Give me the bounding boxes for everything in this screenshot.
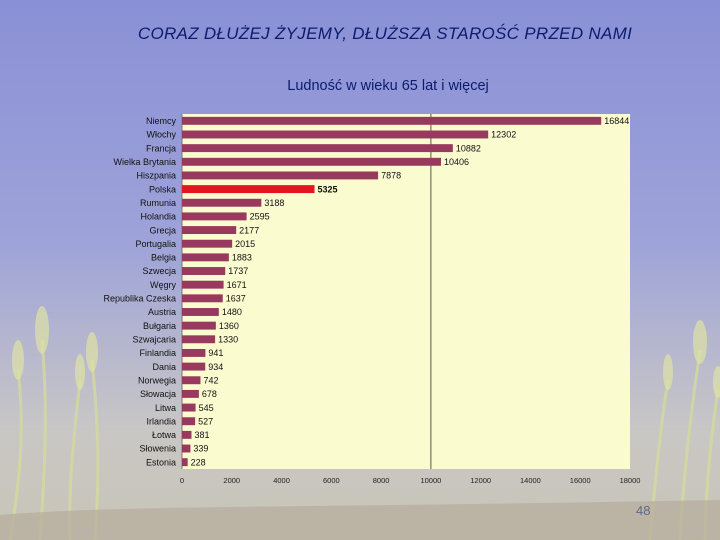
bar-3 — [182, 157, 441, 166]
value-label: 678 — [202, 389, 217, 399]
category-label: Rumunia — [140, 198, 176, 208]
value-label: 3188 — [264, 198, 284, 208]
bar-4 — [182, 171, 379, 180]
x-tick-label: 10000 — [420, 476, 441, 485]
bar-11 — [182, 267, 226, 275]
value-label: 941 — [208, 348, 223, 358]
x-tick-label: 18000 — [620, 476, 641, 485]
value-label: 1883 — [232, 253, 252, 263]
x-tick-label: 4000 — [273, 476, 290, 485]
bar-16 — [182, 335, 216, 344]
category-label: Republika Czeska — [103, 294, 176, 304]
value-label: 934 — [208, 362, 223, 372]
category-label: Grecja — [149, 225, 176, 235]
x-tick-label: 2000 — [223, 476, 240, 485]
category-label: Wielka Brytania — [113, 157, 176, 167]
bar-22 — [182, 417, 196, 426]
bar-5 — [182, 185, 315, 194]
bar-14 — [182, 308, 219, 316]
value-label: 1637 — [226, 294, 246, 304]
bar-20 — [182, 389, 199, 398]
bar-24 — [182, 444, 191, 453]
value-label: 527 — [198, 416, 213, 426]
bar-18 — [182, 362, 206, 371]
bar-15 — [182, 321, 216, 330]
chart-title: Ludność w wieku 65 lat i więcej — [287, 78, 489, 94]
value-label: 10406 — [444, 157, 469, 167]
category-label: Holandia — [140, 212, 176, 222]
value-label: 2015 — [235, 239, 255, 249]
category-label: Litwa — [155, 403, 176, 413]
x-tick-label: 8000 — [373, 476, 390, 485]
bar-13 — [182, 294, 223, 303]
value-label: 2595 — [250, 212, 270, 222]
bar-9 — [182, 239, 233, 248]
bar-0 — [182, 116, 602, 125]
value-label: 1737 — [228, 266, 248, 276]
category-label: Dania — [152, 362, 176, 372]
bar-1 — [182, 130, 489, 139]
category-label: Portugalia — [135, 239, 176, 249]
value-label: 381 — [194, 430, 209, 440]
bar-2 — [182, 144, 453, 153]
bar-19 — [182, 376, 201, 385]
category-label: Polska — [149, 184, 176, 194]
category-label: Szwajcaria — [132, 334, 176, 344]
category-label: Finlandia — [139, 348, 176, 358]
x-tick-label: 16000 — [570, 476, 591, 485]
value-label: 1330 — [218, 334, 238, 344]
bar-10 — [182, 253, 229, 262]
slide-number: 48 — [636, 503, 651, 518]
value-label: 5325 — [318, 184, 338, 194]
category-label: Hiszpania — [136, 171, 176, 181]
bar-12 — [182, 280, 224, 289]
bar-6 — [182, 198, 262, 207]
x-tick-label: 6000 — [323, 476, 340, 485]
category-label: Norwegia — [138, 375, 176, 385]
category-label: Łotwa — [152, 430, 176, 440]
category-label: Irlandia — [146, 416, 176, 426]
category-label: Węgry — [150, 280, 177, 290]
x-tick-label: 12000 — [470, 476, 491, 485]
value-label: 10882 — [456, 143, 481, 153]
x-tick-label: 14000 — [520, 476, 541, 485]
value-label: 228 — [191, 457, 206, 467]
bar-21 — [182, 403, 196, 412]
category-label: Austria — [148, 307, 176, 317]
value-label: 545 — [199, 403, 214, 413]
x-tick-label: 0 — [180, 476, 184, 485]
value-label: 1360 — [219, 321, 239, 331]
bar-25 — [182, 458, 188, 467]
value-label: 2177 — [239, 225, 259, 235]
category-label: Szwecja — [142, 266, 176, 276]
value-label: 16844 — [604, 116, 629, 126]
value-label: 7878 — [381, 171, 401, 181]
category-label: Niemcy — [146, 116, 177, 126]
plot-background — [182, 114, 630, 469]
bar-7 — [182, 212, 247, 221]
bar-8 — [182, 226, 237, 235]
category-label: Słowenia — [139, 444, 176, 454]
bar-17 — [182, 348, 206, 357]
category-label: Bułgaria — [143, 321, 176, 331]
value-label: 1671 — [227, 280, 247, 290]
category-label: Włochy — [146, 130, 176, 140]
category-label: Francja — [146, 143, 176, 153]
category-label: Belgia — [151, 253, 176, 263]
slide-title: CORAZ DŁUŻEJ ŻYJEMY, DŁUŻSZA STAROŚĆ PRZ… — [137, 24, 633, 43]
bar-23 — [182, 430, 192, 439]
value-label: 339 — [193, 444, 208, 454]
category-label: Estonia — [146, 457, 176, 467]
value-label: 742 — [203, 375, 218, 385]
value-label: 12302 — [491, 130, 516, 140]
category-label: Słowacja — [140, 389, 176, 399]
value-label: 1480 — [222, 307, 242, 317]
